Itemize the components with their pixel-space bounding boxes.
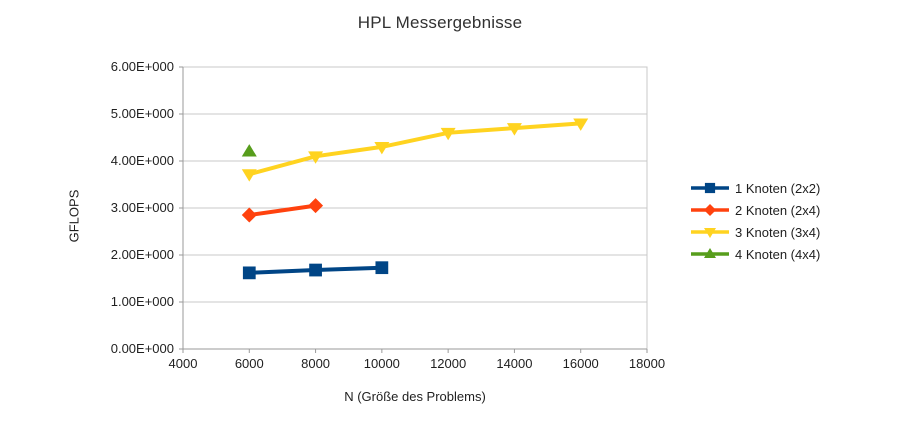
series-line xyxy=(247,121,583,177)
chart-title: HPL Messergebnisse xyxy=(357,13,523,32)
x-tick-label: 6000 xyxy=(235,356,264,371)
series-line xyxy=(247,203,318,218)
data-point-triangle-down-marker xyxy=(506,123,522,136)
x-tick-label: 14000 xyxy=(496,356,532,371)
x-tick-label: 4000 xyxy=(169,356,198,371)
legend-square-marker xyxy=(704,182,716,194)
data-point-square-marker xyxy=(375,261,389,275)
legend-label: 1 Knoten (2x2) xyxy=(735,180,821,196)
x-tick-label: 16000 xyxy=(563,356,599,371)
legend-key-icon xyxy=(691,204,729,216)
y-tick-label: 6.00E+000 xyxy=(111,59,174,74)
x-axis-title: N (Größe des Problems) xyxy=(344,389,486,404)
legend-triangle-down-marker xyxy=(704,228,716,238)
legend-key-icon xyxy=(691,182,729,194)
data-point-square-marker xyxy=(242,266,256,280)
legend-item: 2 Knoten (2x4) xyxy=(691,199,820,221)
y-tick-label: 2.00E+000 xyxy=(111,247,174,262)
data-point-triangle-up-marker xyxy=(241,144,257,157)
legend-key-icon xyxy=(691,248,729,258)
legend-item: 1 Knoten (2x2) xyxy=(691,177,820,199)
series-3 xyxy=(241,118,589,182)
x-tick-label: 18000 xyxy=(629,356,665,371)
x-tick-label: 12000 xyxy=(430,356,466,371)
legend-triangle-up-marker xyxy=(704,248,716,258)
data-point-triangle-down-marker xyxy=(374,141,390,155)
legend-diamond-marker xyxy=(704,204,716,216)
data-point-triangle-down-marker xyxy=(241,169,257,182)
legend-key-icon xyxy=(691,228,729,238)
y-tick-label: 1.00E+000 xyxy=(111,294,174,309)
x-tick-label: 8000 xyxy=(301,356,330,371)
data-point-triangle-down-marker xyxy=(573,118,589,131)
y-tick-label: 4.00E+000 xyxy=(111,153,174,168)
y-axis-title: GFLOPS xyxy=(66,189,82,243)
data-point-diamond-marker xyxy=(308,198,324,214)
x-tick-label: 10000 xyxy=(364,356,400,371)
data-point-diamond-marker xyxy=(241,207,257,223)
y-tick-label: 3.00E+000 xyxy=(111,200,174,215)
legend-label: 3 Knoten (3x4) xyxy=(735,224,821,240)
series-1 xyxy=(242,261,389,280)
data-point-triangle-down-marker xyxy=(440,127,456,141)
legend-label: 4 Knoten (4x4) xyxy=(735,246,821,262)
y-tick-label: 5.00E+000 xyxy=(111,106,174,121)
series-4 xyxy=(241,144,257,157)
legend-label: 2 Knoten (2x4) xyxy=(735,202,821,218)
data-point-triangle-down-marker xyxy=(308,151,324,164)
legend-item: 4 Knoten (4x4) xyxy=(691,243,820,265)
series-2 xyxy=(241,198,324,223)
legend: 1 Knoten (2x2) 2 Knoten (2x4) 3 Knoten (3x… xyxy=(691,177,820,265)
data-point-square-marker xyxy=(309,263,322,277)
y-tick-label: 0.00E+000 xyxy=(111,341,174,356)
legend-item: 3 Knoten (3x4) xyxy=(691,221,820,243)
